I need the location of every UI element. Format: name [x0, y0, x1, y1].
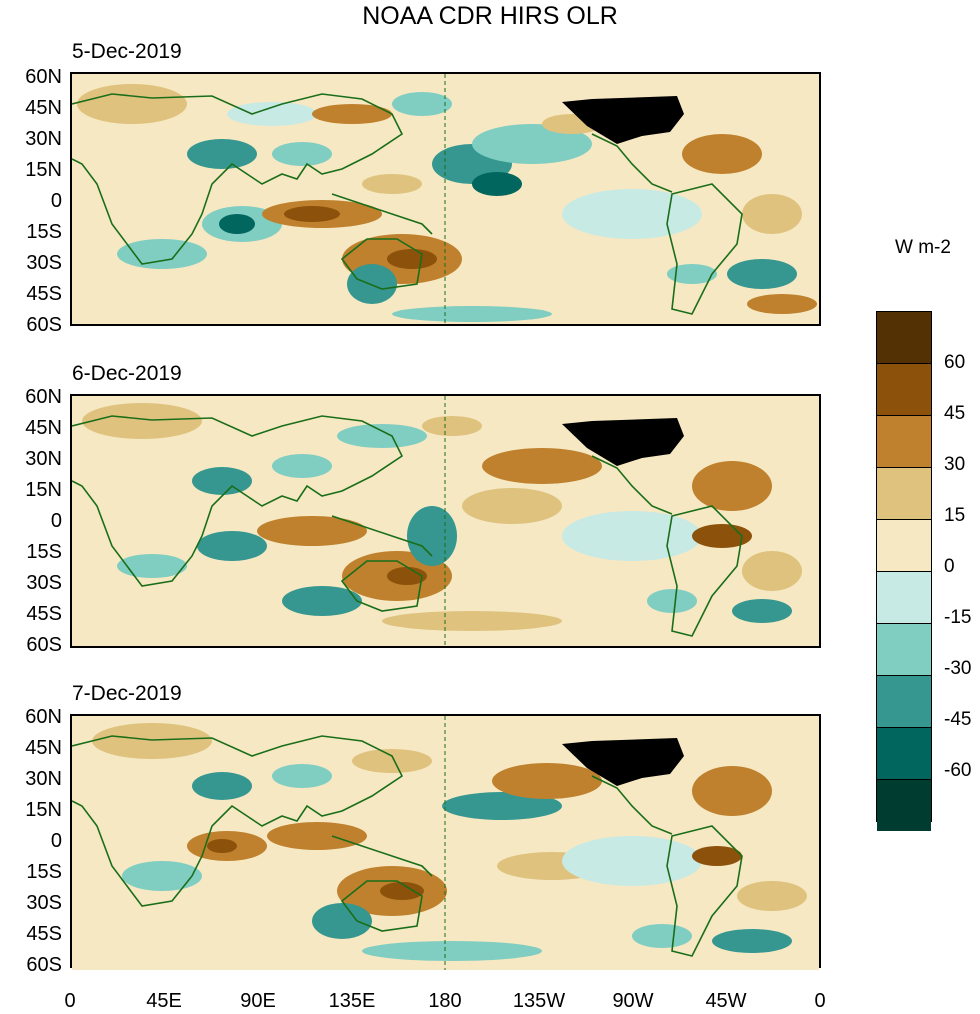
lat-label: 30N — [25, 128, 62, 150]
lon-label: 135W — [512, 990, 566, 1012]
lon-label: 45E — [146, 990, 182, 1012]
colorbar-label: -15 — [944, 607, 972, 628]
map-panel-1 — [70, 72, 821, 326]
lat-label: 30N — [25, 448, 62, 470]
map-panel-3 — [70, 714, 821, 970]
lat-label: 15S — [26, 541, 62, 563]
lat-label: 30N — [25, 768, 62, 790]
colorbar-box — [877, 572, 931, 624]
colorbar-label: -60 — [944, 760, 972, 781]
lat-label: 60N — [25, 66, 62, 88]
panel-3-date: 7-Dec-2019 — [72, 682, 182, 705]
colorbar — [876, 311, 932, 831]
usa-outline — [562, 418, 684, 466]
panel-2-date: 6-Dec-2019 — [72, 362, 182, 385]
lat-label: 60S — [26, 954, 62, 976]
colorbar-label: 0 — [944, 556, 955, 577]
panel-1-date: 5-Dec-2019 — [72, 40, 182, 63]
lon-label: 45W — [705, 990, 747, 1012]
figure-title: NOAA CDR HIRS OLR — [362, 2, 618, 30]
colorbar-units: W m-2 — [895, 237, 951, 258]
lat-label: 45N — [25, 737, 62, 759]
colorbar-box — [877, 416, 931, 468]
lat-label: 60S — [26, 314, 62, 336]
map-panel-2 — [70, 394, 821, 648]
colorbar-box — [877, 468, 931, 520]
colorbar-box — [877, 780, 931, 831]
colorbar-label: 30 — [944, 454, 966, 475]
lat-label: 45S — [26, 603, 62, 625]
lon-label: 0 — [64, 990, 76, 1012]
lat-label: 15N — [25, 799, 62, 821]
lon-label: 135E — [328, 990, 376, 1012]
lon-label: 90W — [612, 990, 654, 1012]
lat-label: 45S — [26, 923, 62, 945]
lon-label: 0 — [814, 990, 826, 1012]
lat-label: 60S — [26, 634, 62, 656]
coastlines — [72, 93, 743, 315]
lat-label: 0 — [50, 830, 62, 852]
lat-label: 15N — [25, 479, 62, 501]
usa-outline — [562, 96, 684, 144]
lat-label: 30S — [26, 252, 62, 274]
lon-label: 180 — [428, 990, 462, 1012]
lat-label: 45N — [25, 417, 62, 439]
colorbar-label: 15 — [944, 505, 966, 526]
olr-anomaly-fields — [82, 403, 802, 631]
colorbar-label: 45 — [944, 403, 966, 424]
lat-label: 60N — [25, 706, 62, 728]
lat-label: 0 — [50, 190, 62, 212]
lat-label: 15S — [26, 861, 62, 883]
lat-label: 45S — [26, 283, 62, 305]
lat-label: 0 — [50, 510, 62, 532]
olr-anomaly-fields — [92, 723, 807, 961]
colorbar-label: -30 — [944, 658, 972, 679]
lat-label: 45N — [25, 97, 62, 119]
colorbar-label: -45 — [944, 709, 972, 730]
lon-label: 90E — [240, 990, 276, 1012]
colorbar-label: 60 — [944, 352, 966, 373]
colorbar-box — [877, 728, 931, 780]
olr-anomaly-fields — [77, 84, 817, 322]
colorbar-box — [877, 624, 931, 676]
usa-outline — [562, 738, 684, 786]
lat-label: 15N — [25, 159, 62, 181]
lat-label: 60N — [25, 386, 62, 408]
lat-label: 30S — [26, 572, 62, 594]
colorbar-box — [877, 676, 931, 728]
lat-label: 15S — [26, 221, 62, 243]
lat-label: 30S — [26, 892, 62, 914]
colorbar-box — [877, 520, 931, 572]
colorbar-box — [877, 312, 931, 364]
colorbar-box — [877, 364, 931, 416]
